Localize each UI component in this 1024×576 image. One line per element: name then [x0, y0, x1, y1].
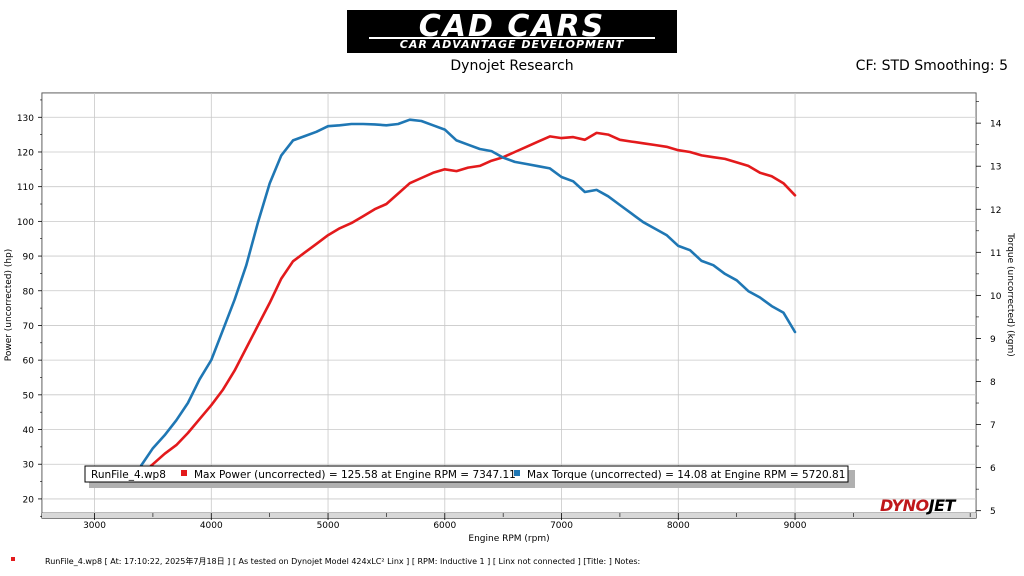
y-tick-label: 100 [17, 218, 34, 228]
y2-tick-label: 6 [990, 464, 996, 474]
y-axis-title: Power (uncorrected) (hp) [4, 249, 14, 362]
legend-torque-text: Max Torque (uncorrected) = 14.08 at Engi… [527, 469, 845, 481]
x-tick-label: 3000 [83, 521, 106, 531]
footer-run-info: RunFile_4.wp8 [ At: 17:10:22, 2025年7月18日… [45, 557, 641, 566]
x-axis-title: Engine RPM (rpm) [468, 534, 549, 544]
dynojet-logo-dyno: DYNO [880, 496, 929, 515]
dynojet-logo-jet: JET [928, 496, 956, 515]
power-series-line [139, 131, 797, 476]
y2-tick-label: 9 [990, 335, 996, 345]
y2-tick-label: 14 [990, 120, 1002, 130]
x-tick-label: 9000 [784, 521, 807, 531]
correction-factor-info: CF: STD Smoothing: 5 [855, 58, 1008, 74]
legend: RunFile_4.wp8 Max Power (uncorrected) = 1… [84, 465, 855, 488]
y-tick-label: 40 [23, 426, 35, 436]
y2-tick-label: 13 [990, 163, 1001, 173]
legend-power-marker [181, 470, 187, 476]
legend-power-text: Max Power (uncorrected) = 125.58 at Engi… [194, 469, 516, 481]
y2-tick-label: 10 [990, 292, 1002, 302]
torque-series-line [139, 118, 797, 467]
y-tick-label: 20 [23, 495, 35, 505]
logo-divider [369, 37, 655, 39]
y-tick-label: 60 [23, 357, 35, 367]
y-tick-label: 110 [17, 183, 34, 193]
y-tick-label: 30 [23, 461, 35, 471]
right-axis: 5 6 7 8 9 10 11 12 13 14 [976, 101, 1002, 517]
x-tick-label: 7000 [550, 521, 573, 531]
logo-sub-text: CAR ADVANTAGE DEVELOPMENT [399, 38, 625, 51]
left-axis: 20 30 40 50 60 70 80 90 100 110 120 130 [17, 99, 42, 517]
y-tick-label: 130 [17, 114, 34, 124]
y2-axis-title: Torque (uncorrected) (kgm) [1005, 232, 1015, 357]
cad-cars-logo: CAD CARS CAR ADVANTAGE DEVELOPMENT [347, 10, 677, 53]
x-tick-label: 5000 [317, 521, 340, 531]
bottom-axis: 3000 4000 5000 6000 7000 8000 9000 [83, 513, 971, 531]
x-tick-label: 8000 [667, 521, 690, 531]
x-axis-band [42, 513, 976, 518]
y-tick-label: 50 [23, 391, 35, 401]
y-tick-label: 120 [17, 148, 34, 158]
legend-torque-marker [514, 470, 520, 476]
y2-tick-label: 11 [990, 249, 1001, 259]
plot-area [41, 92, 977, 514]
legend-run-name: RunFile_4.wp8 [91, 469, 166, 481]
y2-tick-label: 5 [990, 507, 996, 517]
legend-box [84, 465, 849, 483]
footer-run-marker [11, 557, 15, 561]
x-tick-label: 4000 [200, 521, 223, 531]
x-tick-label: 6000 [433, 521, 456, 531]
y-tick-label: 80 [23, 287, 35, 297]
y2-tick-label: 7 [990, 421, 996, 431]
y2-tick-label: 8 [990, 378, 996, 388]
y-tick-label: 70 [23, 322, 35, 332]
dynojet-logo: DYNOJET [880, 496, 955, 515]
y-tick-label: 90 [23, 253, 35, 263]
chart-subtitle: Dynojet Research [450, 58, 574, 74]
y2-tick-label: 12 [990, 206, 1001, 216]
